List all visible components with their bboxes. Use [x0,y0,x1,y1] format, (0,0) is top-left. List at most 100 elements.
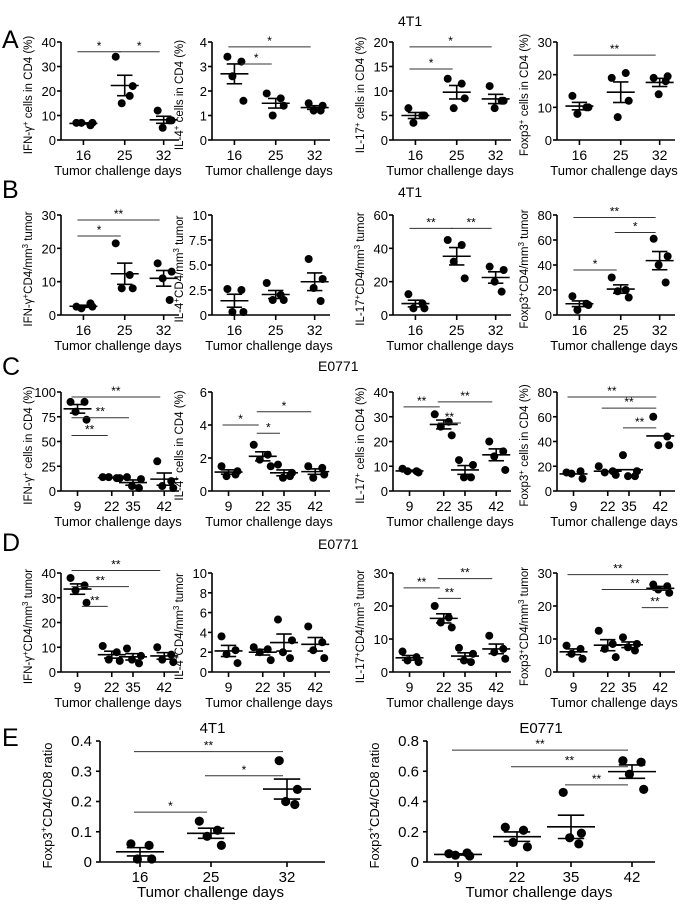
data-point [454,456,463,465]
y-tick-label: 0.1 [71,824,92,841]
data-point [621,286,630,294]
x-axis-title: Tumor challenge days [465,884,612,901]
y-tick-label: 20 [42,241,56,256]
significance-label: * [254,51,259,65]
data-point [404,290,413,299]
y-tick-label: 0 [49,308,56,323]
x-axis-title: Tumor challenge days [386,163,514,178]
chart-title: E0771 [519,720,562,737]
x-axis-title: Tumor challenge days [550,514,678,529]
x-axis-title: Tumor challenge days [205,163,333,178]
significance-label: ** [111,384,121,398]
data-point [574,839,584,849]
x-tick-label: 42 [488,498,504,514]
panel-letter-e: E [2,724,19,752]
y-tick-label: 10 [374,84,388,99]
data-point [290,799,300,810]
y-title-text: tumor [355,570,367,603]
data-point [304,622,313,631]
y-title-text: Foxp3 [40,832,55,868]
data-point [144,840,154,850]
x-tick-label: 9 [225,679,233,695]
significance-label: ** [445,585,455,599]
significance-label: ** [96,405,106,419]
x-tick-label: 25 [449,147,465,163]
x-axis-title: Tumor challenge days [386,338,514,353]
data-point [279,296,288,304]
y-tick-label: 0.2 [71,794,92,811]
y-title-superscript: 3 [21,601,30,606]
y-tick-label: 5 [381,109,388,124]
x-tick-label: 25 [268,147,284,163]
y-tick-label: 0 [545,484,552,499]
y-title-text: CD4/mm [23,606,35,651]
y-tick-label: 8 [200,586,207,601]
y-title-superscript: + [517,292,526,297]
data-point [126,839,136,849]
data-point [316,297,325,305]
data-point [153,106,162,115]
panel-letter-a: A [2,26,19,54]
significance-label: * [266,420,271,434]
y-title-superscript: + [366,827,376,832]
data-point [500,822,510,832]
data-point [649,412,658,421]
data-point [485,437,494,446]
x-axis-title: Tumor challenge days [386,695,514,710]
significance-label: ** [114,207,124,221]
data-point [430,410,439,419]
y-title-text: CD4/CD8 ratio [40,743,55,828]
x-tick-label: 25 [117,322,133,338]
data-point [125,271,134,279]
data-point [639,784,649,795]
data-point [654,90,663,99]
x-axis-title: Tumor challenge days [386,514,514,529]
y-tick-label: 6 [200,385,207,400]
y-axis-title: IL-4+ cells in CD4 (%) [172,40,187,150]
data-point [654,441,663,450]
significance-label: ** [460,566,470,580]
significance-label: * [593,257,598,271]
significance-label: ** [607,384,617,398]
y-tick-label: 2 [200,451,207,466]
x-tick-label: 42 [307,498,323,514]
data-point [562,641,571,650]
x-tick-label: 22 [436,679,452,695]
x-tick-label: 35 [621,679,637,695]
significance-label: ** [613,562,623,576]
data-point [460,94,469,103]
y-tick-label: 0 [545,308,552,323]
significance-label: ** [90,593,100,607]
y-tick-label: 2 [200,84,207,99]
x-tick-label: 32 [488,147,504,163]
y-tick-label: 10 [42,109,56,124]
data-point [618,451,627,460]
y-title-text: CD4/mm [519,247,531,292]
x-tick-label: 16 [572,147,588,163]
data-point [217,632,226,641]
y-tick-label: 0 [84,854,92,871]
significance-label: * [242,763,247,777]
y-tick-label: 0 [49,665,56,680]
y-title-text: IL-4 [174,480,186,500]
x-tick-label: 16 [408,322,424,338]
y-axis-title: Foxp3+CD4/mm3 tumor [517,567,532,686]
data-point [449,104,458,113]
data-point [153,259,162,268]
x-tick-label: 32 [307,147,323,163]
data-point [237,286,246,294]
y-tick-label: 10 [374,459,388,474]
y-tick-label: 25 [42,459,56,474]
y-axis-title: IFN-γ+CD4/mm3 tumor [21,569,36,684]
y-tick-label: 30 [538,566,552,581]
y-tick-label: 80 [538,208,552,223]
y-tick-label: 0.4 [398,794,419,811]
y-tick-label: 0 [200,484,207,499]
y-tick-label: 10 [538,100,552,115]
x-tick-label: 22 [600,498,616,514]
x-tick-label: 25 [449,322,465,338]
